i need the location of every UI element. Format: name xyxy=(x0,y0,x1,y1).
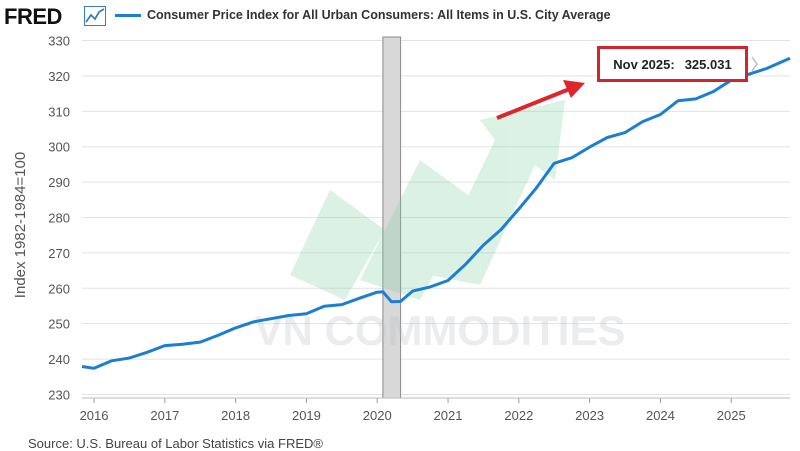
watermark-text: VN COMMODITIES xyxy=(254,307,625,354)
y-tick-label: 280 xyxy=(48,211,70,226)
callout-value: 325.031 xyxy=(684,56,732,72)
x-tick-label: 2018 xyxy=(221,408,250,423)
x-tick-label: 2024 xyxy=(646,408,675,423)
y-tick-label: 290 xyxy=(48,175,70,190)
x-tick-label: 2023 xyxy=(575,408,604,423)
x-tick-label: 2016 xyxy=(80,408,109,423)
y-tick-label: 330 xyxy=(48,34,70,49)
watermark-arrow-shape xyxy=(360,160,475,300)
y-tick-label: 320 xyxy=(48,69,70,84)
y-tick-label: 240 xyxy=(48,352,70,367)
callout-date: Nov 2025: xyxy=(613,56,675,72)
y-axis-label: Index 1982-1984=100 xyxy=(12,152,29,298)
x-tick-label: 2021 xyxy=(434,408,463,423)
value-callout: Nov 2025: 325.031 xyxy=(597,46,748,82)
y-tick-label: 310 xyxy=(48,104,70,119)
legend: Consumer Price Index for All Urban Consu… xyxy=(115,8,611,22)
y-tick-label: 260 xyxy=(48,281,70,296)
x-tick-label: 2017 xyxy=(150,408,179,423)
y-tick-label: 250 xyxy=(48,317,70,332)
grid-lines xyxy=(82,40,790,395)
y-tick-label: 230 xyxy=(48,387,70,402)
fred-logo[interactable]: FRED xyxy=(4,4,62,29)
x-tick-label: 2025 xyxy=(717,408,746,423)
watermark: VN COMMODITIES xyxy=(254,100,626,354)
source-note: Source: U.S. Bureau of Labor Statistics … xyxy=(28,436,323,451)
legend-swatch xyxy=(115,13,141,17)
line-graph-icon xyxy=(84,6,106,26)
red-arrow-head xyxy=(563,80,585,98)
x-tick-label: 2022 xyxy=(504,408,533,423)
y-tick-label: 270 xyxy=(48,246,70,261)
watermark-arrow-shape xyxy=(290,190,385,300)
legend-label: Consumer Price Index for All Urban Consu… xyxy=(147,8,611,22)
x-ticks: 2016 2017 2018 2019 2020 2021 2022 2023 2024 2025 xyxy=(80,397,790,423)
y-tick-label: 300 xyxy=(48,140,70,155)
x-tick-label: 2019 xyxy=(292,408,321,423)
callout-chevron-icon xyxy=(751,56,758,72)
y-ticks: 230 240 250 260 270 280 290 300 310 320 330 xyxy=(48,34,70,403)
watermark-arrow-shape xyxy=(430,100,565,285)
red-arrow-shaft xyxy=(496,86,573,120)
series-line-cpi xyxy=(81,56,791,370)
x-tick-label: 2020 xyxy=(363,408,392,423)
